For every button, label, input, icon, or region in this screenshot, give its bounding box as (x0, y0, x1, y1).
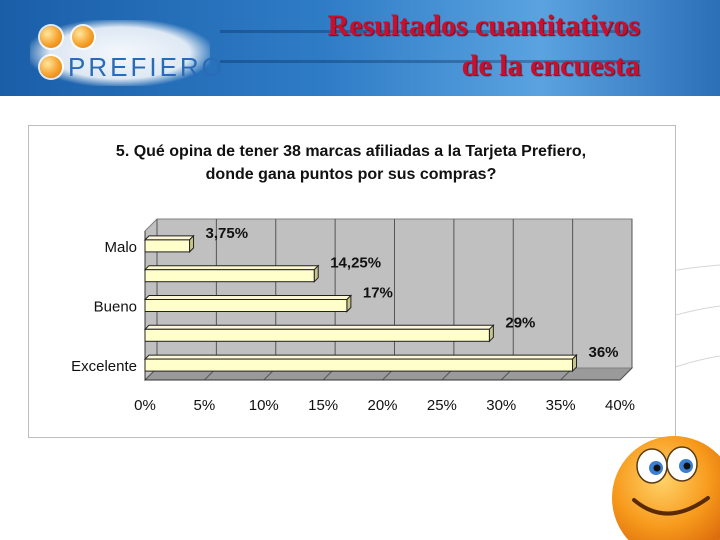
bar-front-face (144, 328, 490, 342)
bar (143, 294, 353, 313)
bar (143, 234, 195, 254)
x-tick-label: 0% (134, 397, 156, 414)
bar-top-face (143, 295, 353, 300)
category-label: Malo (104, 239, 137, 256)
bar-front-face (144, 358, 573, 372)
x-tick-label: 20% (367, 397, 397, 414)
bar-front-face (144, 269, 315, 283)
chart-title-line2: donde gana puntos por sus compras? (205, 166, 497, 183)
mascot-smiley-icon (612, 436, 720, 540)
slide-title: Resultados cuantitativos de la encuesta (327, 6, 640, 86)
logo-dot-icon (40, 56, 62, 78)
x-tick-label: 35% (546, 397, 576, 414)
bar (143, 353, 578, 373)
chart-title: 5. Qué opina de tener 38 marcas afiliada… (28, 140, 674, 186)
bar-top-face (143, 265, 320, 271)
banner-stripe (220, 30, 640, 33)
x-tick-label: 15% (308, 397, 338, 414)
bar (143, 264, 320, 283)
data-label: 17% (363, 285, 393, 302)
bar-top-face (143, 235, 195, 241)
bar-front-face (144, 239, 191, 253)
brand-logo-text: PREFIERO (68, 52, 225, 82)
data-label: 14,25% (330, 255, 381, 272)
x-tick-label: 10% (249, 397, 279, 414)
slide-title-line2: de la encuesta (461, 49, 640, 82)
logo-dot-icon (72, 26, 94, 48)
category-label: Bueno (94, 299, 137, 316)
x-tick-label: 5% (194, 397, 216, 414)
data-label: 29% (505, 314, 535, 331)
x-tick-label: 40% (605, 397, 635, 414)
data-label: 36% (589, 344, 619, 361)
x-tick-label: 30% (486, 397, 516, 414)
banner-stripe (220, 60, 640, 63)
bar-top-face (143, 354, 578, 360)
bar-top-face (143, 324, 495, 330)
gridline-floor (619, 367, 633, 381)
logo-dot-icon (40, 26, 62, 48)
category-label: Excelente (71, 358, 137, 375)
data-label: 3,75% (206, 225, 249, 242)
bar (143, 324, 495, 343)
x-tick-label: 25% (427, 397, 457, 414)
header-banner: PREFIERO Resultados cuantitativos de la … (0, 0, 720, 96)
bar-front-face (144, 299, 348, 312)
slide-title-line1: Resultados cuantitativos (327, 9, 640, 42)
chart-title-line1: 5. Qué opina de tener 38 marcas afiliada… (115, 143, 587, 160)
